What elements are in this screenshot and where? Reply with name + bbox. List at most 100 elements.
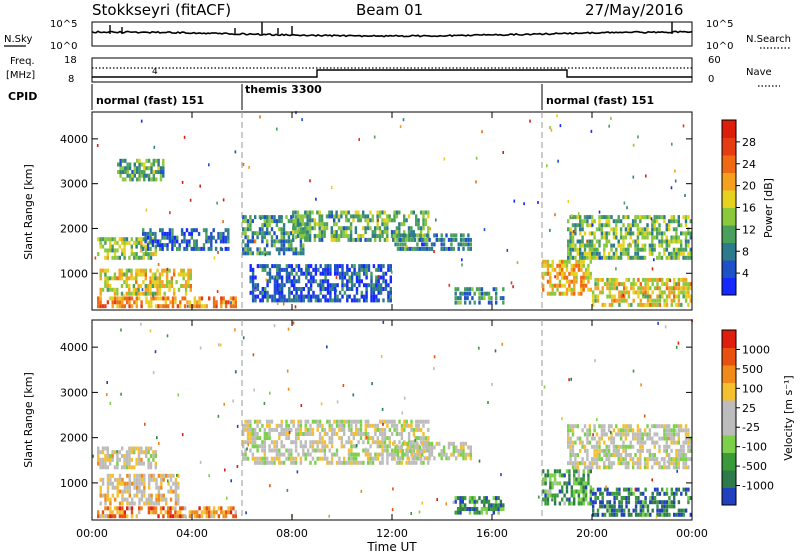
power-colorbar-band (722, 260, 736, 278)
velocity-cell (459, 445, 463, 450)
power-cell (675, 235, 678, 240)
velocity-cell (495, 503, 498, 508)
velocity-cell (639, 465, 642, 470)
power-cell (188, 300, 192, 305)
power-cell (273, 239, 276, 244)
power-cell (325, 222, 329, 227)
velocity-cell (630, 512, 633, 517)
velocity-sparse-cell (287, 387, 290, 391)
power-cell (295, 271, 298, 276)
power-cell (151, 239, 155, 244)
power-cell (549, 275, 552, 280)
power-cell (334, 294, 337, 299)
velocity-cell (212, 510, 216, 515)
power-cell (422, 222, 425, 227)
power-cell (275, 223, 279, 228)
power-cell (290, 283, 293, 288)
power-cell (320, 237, 324, 242)
velocity-cell (109, 501, 112, 506)
velocity-cell (586, 448, 589, 453)
velocity-cell (464, 452, 468, 457)
velocity-cell (155, 485, 158, 490)
velocity-cell (607, 448, 611, 453)
power-cell (275, 247, 279, 252)
velocity-cell (599, 504, 602, 509)
velocity-cell (651, 436, 654, 441)
velocity-cell (576, 465, 579, 470)
velocity-cell (157, 489, 161, 494)
power-cell (150, 177, 153, 182)
power-cell (613, 286, 616, 291)
power-cell (104, 272, 107, 277)
velocity-cell (648, 453, 652, 457)
velocity-sparse-cell (360, 489, 363, 493)
velocity-cell (583, 465, 587, 470)
power-sparse-cell (653, 258, 655, 262)
power-cell (574, 223, 577, 228)
power-cell (631, 239, 635, 244)
power-cell (202, 246, 206, 251)
power-cell (200, 304, 204, 309)
velocity-cell (165, 497, 168, 502)
power-cell (151, 284, 155, 288)
power-cell (350, 287, 354, 291)
velocity-cell (183, 506, 187, 511)
velocity-cell (497, 510, 500, 515)
power-cell (143, 162, 146, 167)
power-cell (670, 215, 673, 220)
power-sparse-cell (554, 213, 556, 217)
velocity-cell (673, 512, 676, 517)
power-cell (576, 223, 579, 228)
power-cell (561, 283, 564, 288)
power-cell (601, 302, 604, 307)
velocity-cell (97, 446, 100, 451)
power-cell (687, 286, 690, 291)
velocity-cell (111, 514, 114, 519)
power-cell (464, 237, 468, 242)
power-cell (147, 173, 151, 178)
power-cell (345, 218, 348, 223)
power-sparse-cell (304, 233, 306, 237)
power-cell (668, 255, 671, 260)
power-cell (427, 230, 430, 235)
velocity-cell (101, 477, 105, 482)
power-cell (375, 275, 378, 280)
velocity-cell (663, 500, 666, 505)
power-cell (147, 158, 151, 163)
velocity-cell (617, 448, 620, 453)
power-cell (118, 296, 122, 301)
power-cell (670, 219, 673, 224)
velocity-cell (623, 487, 626, 492)
velocity-cell (280, 444, 283, 449)
power-cell (280, 239, 283, 244)
power-cell (579, 215, 582, 220)
velocity-cell (600, 424, 604, 429)
power-cell (171, 300, 175, 305)
velocity-cell (242, 423, 245, 428)
power-cell (151, 276, 155, 281)
velocity-cell (330, 460, 334, 465)
power-cell (270, 219, 274, 224)
velocity-cell (672, 436, 676, 441)
power-cell (330, 234, 333, 238)
velocity-cell (544, 497, 547, 502)
velocity-cell (321, 436, 324, 441)
power-cell (610, 227, 613, 232)
velocity-cell (249, 448, 252, 453)
velocity-cell (205, 510, 208, 515)
velocity-cell (454, 496, 457, 501)
power-cell (677, 282, 681, 287)
power-cell (642, 290, 645, 295)
power-cell (304, 222, 307, 227)
power-cell (689, 235, 692, 240)
power-cell (193, 243, 196, 248)
power-sparse-cell (628, 242, 631, 246)
power-cell (202, 243, 206, 248)
power-cell (294, 215, 298, 220)
power-cell (433, 242, 436, 247)
velocity-cell (335, 419, 339, 424)
power-cell (641, 243, 644, 248)
power-cell (178, 246, 181, 251)
power-cell (655, 227, 659, 232)
velocity-cell (450, 441, 453, 446)
